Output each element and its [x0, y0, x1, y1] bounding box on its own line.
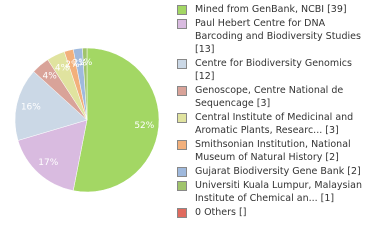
- legend-label: Central Institute of Medicinal and Aroma…: [195, 112, 354, 136]
- legend-item: Genoscope, Centre National de Sequencage…: [174, 84, 374, 110]
- legend-item: Paul Hebert Centre for DNA Barcoding and…: [174, 17, 374, 56]
- legend-swatch: [177, 86, 187, 96]
- legend-label: Genoscope, Centre National de Sequencage…: [195, 85, 344, 109]
- slice-label: 17%: [38, 158, 58, 168]
- slice-label: 4%: [43, 72, 58, 82]
- pie-slice: [17, 119, 88, 191]
- pie-slice: [72, 47, 160, 193]
- legend-swatch: [177, 181, 187, 191]
- slice-label: 4%: [55, 64, 70, 74]
- pie-slice: [82, 47, 88, 121]
- legend-item: Smithsonian Institution, National Museum…: [174, 138, 374, 164]
- slice-label: 2%: [72, 58, 87, 68]
- legend-swatch: [177, 167, 187, 177]
- pie-slice: [14, 71, 88, 141]
- legend-label: Mined from GenBank, NCBI [39]: [195, 4, 347, 15]
- legend-label: Universiti Kuala Lumpur, Malaysian Insti…: [195, 180, 362, 204]
- legend-item: Central Institute of Medicinal and Aroma…: [174, 111, 374, 137]
- legend-item: Mined from GenBank, NCBI [39]: [174, 3, 374, 16]
- legend-label: Smithsonian Institution, National Museum…: [195, 139, 351, 163]
- legend-label: Centre for Biodiversity Genomics [12]: [195, 58, 352, 82]
- legend-swatch: [177, 208, 187, 218]
- legend-label: Paul Hebert Centre for DNA Barcoding and…: [195, 18, 361, 55]
- legend-swatch: [177, 140, 187, 150]
- slice-label: 1%: [78, 58, 93, 68]
- legend-label: 0 Others []: [195, 207, 247, 218]
- slice-label: 52%: [134, 121, 154, 131]
- legend-item: Centre for Biodiversity Genomics [12]: [174, 57, 374, 83]
- legend-item: 0 Others []: [174, 206, 374, 219]
- slice-label: 2%: [65, 60, 80, 70]
- legend-swatch: [177, 59, 187, 69]
- legend-label: Gujarat Biodiversity Gene Bank [2]: [195, 166, 361, 177]
- slice-label: 16%: [21, 103, 41, 113]
- pie: 52%17%16%4%4%2%2%1%: [14, 47, 160, 193]
- legend-item: Universiti Kuala Lumpur, Malaysian Insti…: [174, 179, 374, 205]
- legend-swatch: [177, 19, 187, 29]
- legend: Mined from GenBank, NCBI [39] Paul Hebert…: [174, 3, 374, 220]
- legend-item: Gujarat Biodiversity Gene Bank [2]: [174, 165, 374, 178]
- legend-swatch: [177, 5, 187, 15]
- legend-swatch: [177, 113, 187, 123]
